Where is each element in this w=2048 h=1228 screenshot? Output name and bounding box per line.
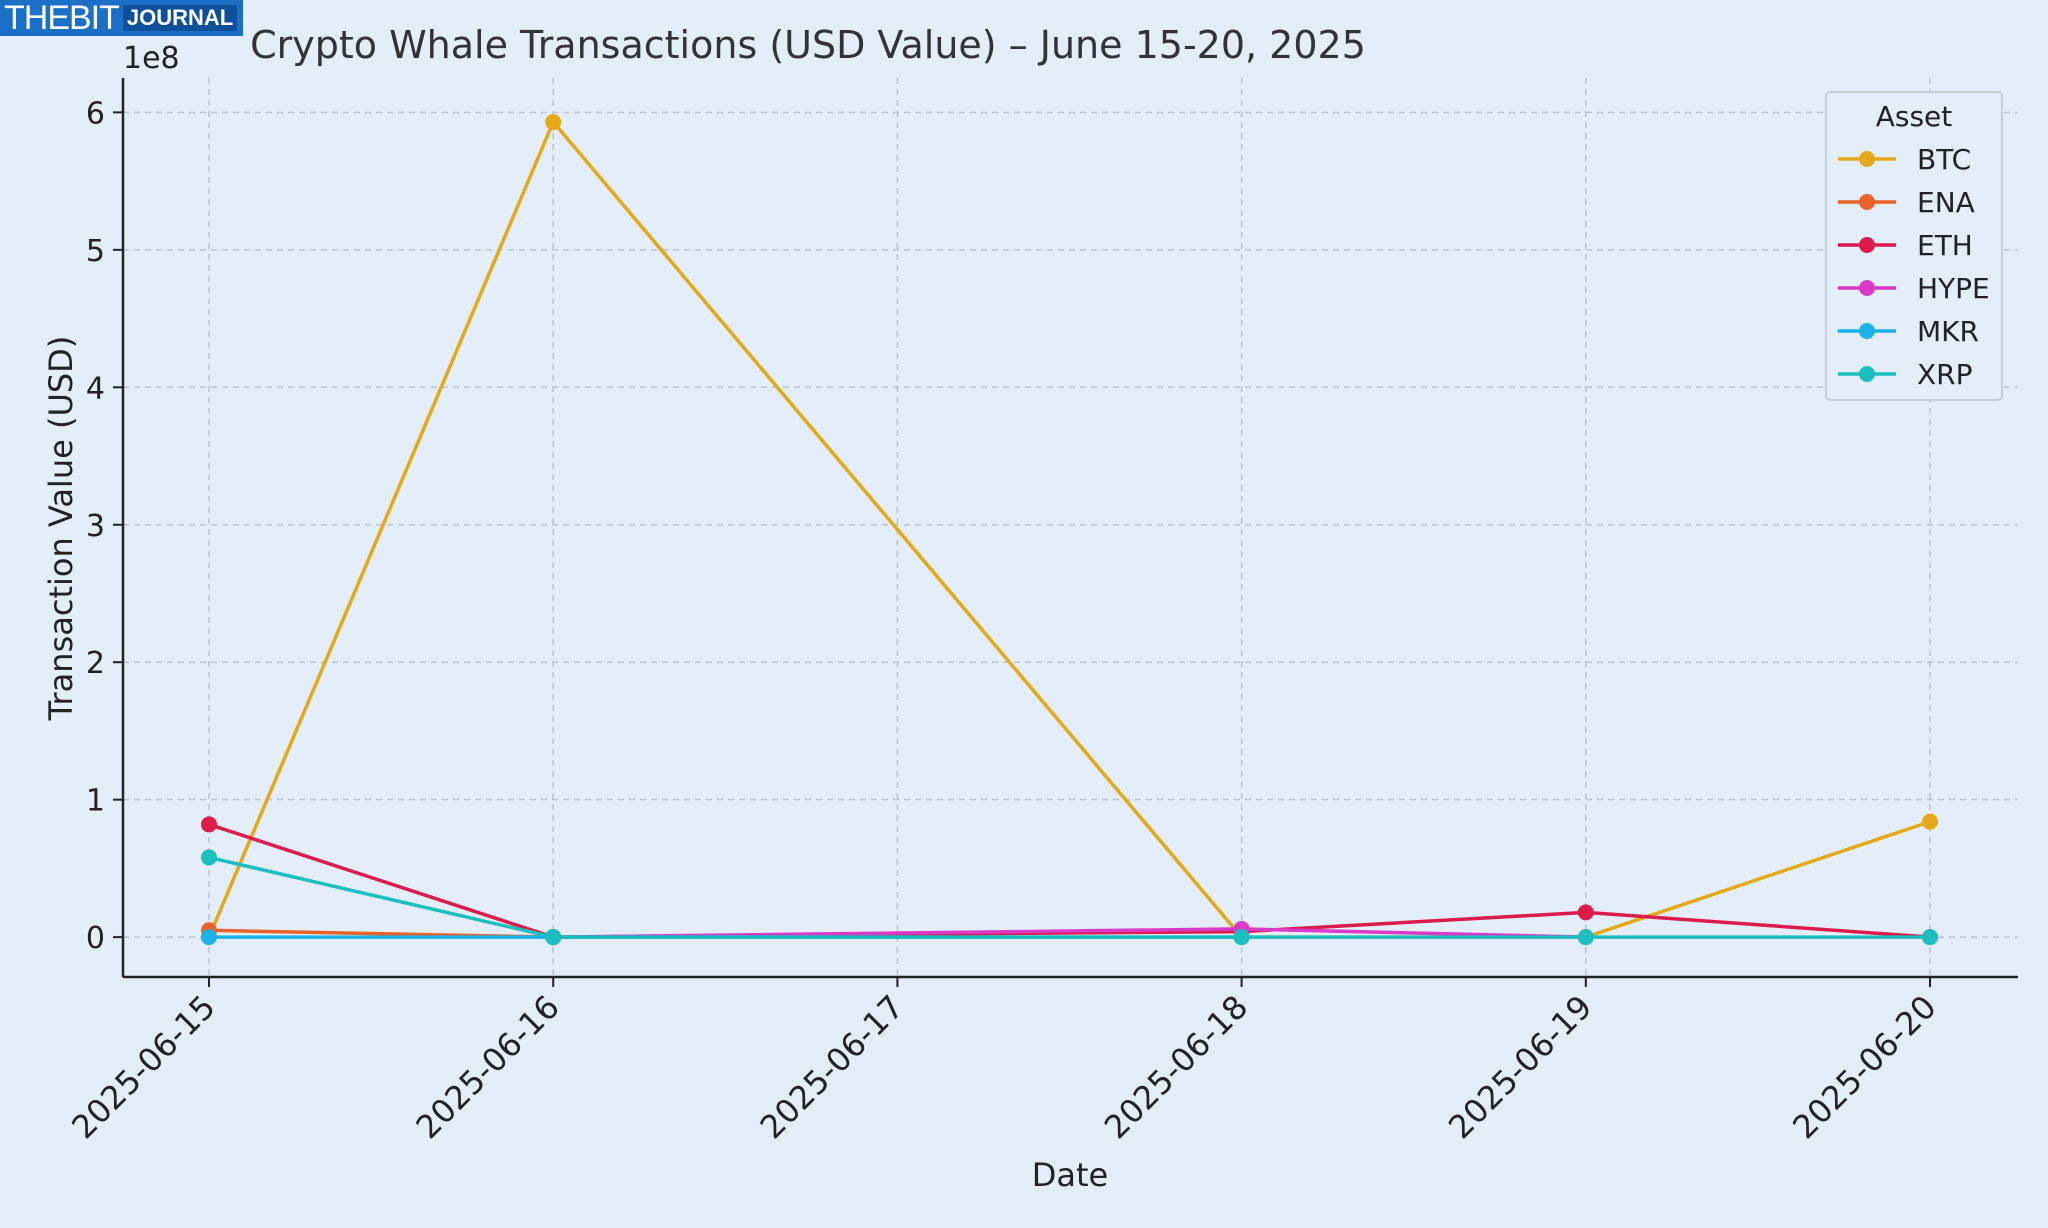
series-line-eth	[208, 822, 1931, 939]
legend-item-mkr: MKR	[1838, 315, 1979, 348]
series-xrp	[201, 849, 1938, 946]
series-btc	[201, 113, 1938, 946]
brand-logo: THEBIT JOURNAL	[0, 0, 244, 37]
legend-item-xrp: XRP	[1838, 358, 1973, 391]
y-tick-label: 1	[86, 784, 105, 819]
legend-item-ena: ENA	[1838, 186, 1975, 219]
data-point-btc	[1922, 813, 1938, 830]
series-line-btc	[207, 120, 1931, 939]
grid	[123, 78, 2018, 977]
x-tick-label: 2025-06-17	[753, 988, 911, 1146]
logo-text-badge: JOURNAL	[122, 5, 238, 31]
y-tick-label: 5	[86, 234, 105, 269]
y-tick-label: 4	[86, 371, 105, 406]
x-tick-label: 2025-06-19	[1441, 988, 1599, 1146]
legend-label: HYPE	[1917, 272, 1990, 305]
data-point-eth	[201, 816, 217, 833]
data-point-xrp	[545, 929, 562, 946]
data-point-eth	[1577, 904, 1594, 921]
legend-item-btc: BTC	[1838, 143, 1971, 176]
logo-text-main: THEBIT	[4, 0, 120, 37]
tick-labels: 2025-06-15 2025-06-16 2025-06-17 2025-06-18…	[64, 96, 1943, 1146]
x-tick-label: 2025-06-20	[1785, 988, 1943, 1146]
y-tick-label: 6	[86, 96, 105, 131]
series-eth	[201, 816, 1938, 946]
x-tick-label: 2025-06-18	[1097, 988, 1255, 1146]
legend-swatch-marker	[1859, 366, 1875, 382]
legend-label: MKR	[1917, 315, 1979, 348]
legend-swatch-marker	[1859, 237, 1875, 253]
data-point-xrp	[1577, 929, 1594, 946]
data-point-xrp	[1233, 929, 1250, 946]
legend: Asset BTC ENA ETH HYPE MKR XRP	[1825, 91, 2003, 401]
y-tick-label: 0	[86, 921, 105, 956]
y-tick-label: 3	[86, 509, 105, 544]
series	[201, 113, 1938, 946]
legend-swatch-marker	[1859, 151, 1875, 167]
data-point-xrp	[201, 849, 217, 866]
x-tick-label: 2025-06-16	[408, 988, 566, 1146]
legend-swatch-marker	[1859, 194, 1875, 210]
legend-label: BTC	[1917, 143, 1971, 176]
axes	[121, 78, 2018, 979]
data-point-btc	[545, 113, 562, 130]
legend-swatch-marker	[1859, 280, 1875, 296]
legend-box	[1825, 91, 2003, 401]
data-point-xrp	[1922, 929, 1938, 946]
legend-label: XRP	[1917, 358, 1973, 391]
chart-title: Crypto Whale Transactions (USD Value) – …	[250, 23, 1366, 67]
legend-item-hype: HYPE	[1838, 272, 1990, 305]
data-point-mkr	[201, 929, 217, 946]
y-multiplier-label: 1e8	[123, 41, 180, 76]
x-axis-label: Date	[1032, 1156, 1108, 1194]
series-line-xrp	[208, 855, 1930, 939]
x-tick-label: 2025-06-15	[64, 988, 222, 1146]
legend-label: ENA	[1917, 186, 1975, 219]
y-tick-label: 2	[86, 646, 105, 681]
legend-item-eth: ETH	[1838, 229, 1973, 262]
legend-swatch-marker	[1859, 323, 1875, 339]
legend-title: Asset	[1876, 100, 1953, 133]
legend-label: ETH	[1917, 229, 1973, 262]
y-axis-label: Transaction Value (USD)	[42, 336, 80, 722]
